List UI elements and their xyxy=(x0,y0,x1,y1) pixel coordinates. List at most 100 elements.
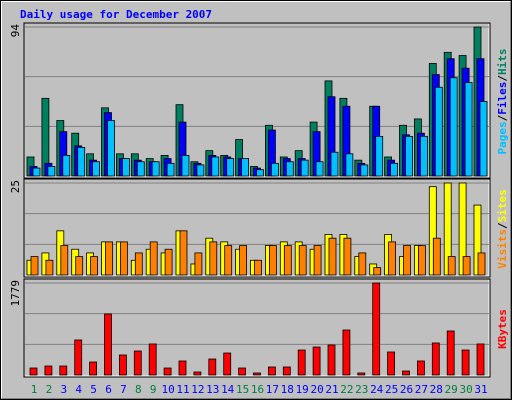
bar xyxy=(208,358,217,376)
bar xyxy=(77,147,86,177)
bar xyxy=(30,256,39,276)
x-tick-label: 21 xyxy=(325,383,338,396)
bar xyxy=(282,366,291,376)
x-tick-label: 10 xyxy=(161,383,174,396)
bar xyxy=(328,237,337,276)
x-tick-label: 26 xyxy=(400,383,413,396)
x-tick-label: 8 xyxy=(135,383,142,396)
x-tick-label: 1 xyxy=(31,383,38,396)
bar xyxy=(461,349,470,376)
bar xyxy=(148,343,157,376)
bar xyxy=(163,367,172,376)
bar xyxy=(29,367,38,376)
x-tick-label: 12 xyxy=(191,383,204,396)
x-tick-label: 19 xyxy=(296,383,309,396)
bar xyxy=(136,161,145,177)
bar xyxy=(239,245,248,276)
bar xyxy=(181,154,190,177)
bar xyxy=(342,329,351,376)
bar xyxy=(164,248,173,276)
x-tick-label: 13 xyxy=(206,383,219,396)
bar xyxy=(194,252,203,276)
x-tick-label: 16 xyxy=(251,383,264,396)
bar xyxy=(388,241,397,276)
bar xyxy=(209,241,218,276)
bar xyxy=(432,237,441,276)
bar xyxy=(211,156,220,177)
bar xyxy=(458,182,467,276)
bar xyxy=(226,158,235,177)
x-tick-label: 17 xyxy=(266,383,279,396)
bar xyxy=(434,86,443,177)
bar xyxy=(419,135,428,177)
x-tick-label: 14 xyxy=(221,383,235,396)
bar xyxy=(449,77,458,177)
bar xyxy=(390,162,399,177)
x-tick-label: 20 xyxy=(310,383,323,396)
bar xyxy=(223,352,232,376)
x-tick-label: 18 xyxy=(281,383,294,396)
bar xyxy=(105,241,113,276)
x-tick-label: 2 xyxy=(46,383,53,396)
bar xyxy=(345,153,354,177)
bar xyxy=(473,204,482,276)
bar xyxy=(416,360,425,376)
bar xyxy=(477,252,486,276)
bar xyxy=(312,346,321,376)
bar xyxy=(446,330,455,376)
x-tick-label: 24 xyxy=(370,383,384,396)
bar xyxy=(298,245,307,276)
legend: KBytes xyxy=(496,309,509,349)
bar xyxy=(283,245,292,276)
bar xyxy=(59,365,68,376)
x-tick-label: 7 xyxy=(120,383,127,396)
x-tick-label: 22 xyxy=(340,383,353,396)
bar xyxy=(74,339,83,376)
bar xyxy=(402,370,410,376)
bar xyxy=(149,241,158,276)
y-tick-label: 1779 xyxy=(9,280,22,307)
bar xyxy=(193,371,202,376)
chart-title: Daily usage for December 2007 xyxy=(20,8,212,21)
bar xyxy=(443,182,452,276)
bar xyxy=(224,245,233,276)
bar xyxy=(372,282,381,376)
bar xyxy=(330,151,339,177)
bar xyxy=(120,241,128,276)
legend: Visits/Sites xyxy=(496,189,509,269)
bar xyxy=(92,161,100,177)
bar xyxy=(89,361,97,376)
x-tick-label: 6 xyxy=(105,383,112,396)
bar xyxy=(196,164,205,177)
legend: Pages/Files/Hits xyxy=(496,49,509,155)
bar xyxy=(431,342,440,376)
bar xyxy=(360,164,369,177)
bar xyxy=(462,256,471,276)
bar xyxy=(151,161,160,177)
legend-separator: / xyxy=(496,114,509,121)
bar xyxy=(104,313,112,376)
bar xyxy=(253,372,261,376)
legend-entry: Visits xyxy=(496,229,509,269)
bar xyxy=(166,162,175,177)
bar xyxy=(75,256,84,276)
bar xyxy=(178,360,187,376)
bar xyxy=(403,245,411,276)
legend-separator: / xyxy=(496,75,509,82)
legend-entry: KBytes xyxy=(496,309,509,349)
bar xyxy=(47,166,56,177)
bar xyxy=(134,252,143,276)
plot-bevel xyxy=(25,24,490,178)
bar xyxy=(254,259,262,276)
bar xyxy=(447,256,456,276)
bar xyxy=(479,101,488,177)
bar xyxy=(241,158,250,177)
x-tick-label: 15 xyxy=(236,383,249,396)
legend-entry: Sites xyxy=(496,189,509,222)
bar xyxy=(62,154,71,177)
plot-bevel xyxy=(25,280,490,377)
bar xyxy=(417,245,426,276)
x-tick-label: 28 xyxy=(430,383,443,396)
plot-area xyxy=(23,278,491,378)
